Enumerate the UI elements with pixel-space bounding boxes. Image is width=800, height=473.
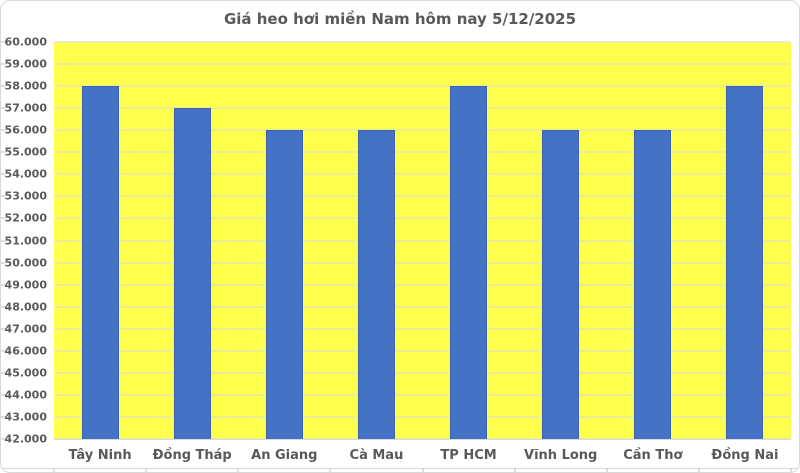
y-axis-tick-label: 50.000 (4, 256, 47, 270)
y-axis-tick-label: 47.000 (4, 322, 47, 336)
x-axis-category-label: Cà Mau (349, 448, 404, 463)
y-axis-tickmark (1, 306, 5, 308)
y-axis-tickmark (1, 217, 5, 219)
y-axis-tick-label: 53.000 (4, 189, 47, 203)
gridline (54, 217, 791, 219)
x-axis-tickmark (237, 468, 239, 472)
y-axis-tick-label: 42.000 (4, 432, 47, 446)
gridline (54, 240, 791, 241)
gridline (54, 85, 791, 87)
x-axis-category-label: TP HCM (440, 448, 497, 463)
gridline (54, 372, 791, 374)
gridline (54, 41, 791, 43)
gridline (54, 306, 791, 308)
gridline (54, 284, 791, 286)
x-axis-labels: Tây Ninh Đồng Tháp An Giang Cà Mau TP HCM Vĩn… (54, 446, 791, 466)
y-axis-tick-label: 51.000 (4, 234, 47, 247)
y-axis-tickmark (1, 85, 5, 87)
gridline (54, 416, 791, 418)
gridline (54, 63, 791, 65)
y-axis-tick-label: 52.000 (4, 211, 47, 225)
gridline (54, 350, 791, 352)
x-axis-tickmark (514, 468, 516, 472)
y-axis-tick-label: 59.000 (4, 57, 47, 71)
y-axis-tickmark (1, 394, 5, 396)
y-axis-tick-label: 48.000 (4, 300, 47, 314)
x-axis-line (1, 468, 799, 469)
x-axis-tickmark (329, 468, 331, 472)
y-axis-tickmark (1, 129, 5, 131)
gridline (54, 151, 791, 153)
bar (173, 108, 211, 439)
y-axis-tickmark (1, 328, 5, 330)
y-axis-tickmark (1, 240, 5, 241)
y-axis-tickmark (1, 284, 5, 286)
y-axis-tick-label: 45.000 (4, 366, 47, 380)
gridline (54, 107, 791, 109)
x-axis-category-label: Tây Ninh (68, 448, 132, 463)
y-axis-tick-label: 57.000 (4, 101, 47, 115)
gridline (54, 129, 791, 131)
gridline (54, 438, 791, 440)
bar (265, 130, 303, 439)
y-axis-tickmarks (1, 41, 5, 440)
y-axis-tickmark (1, 416, 5, 418)
x-axis-tickmark (606, 468, 608, 472)
y-axis-tick-label: 56.000 (4, 123, 47, 137)
chart-title: Giá heo hơi miền Nam hôm nay 5/12/2025 (223, 10, 577, 28)
x-axis-tickmarks (53, 468, 792, 472)
y-axis-tick-label: 60.000 (4, 35, 47, 49)
gridline (54, 173, 791, 175)
y-axis-tick-label: 54.000 (4, 167, 47, 181)
y-axis-tickmark (1, 195, 5, 197)
x-axis-tickmark (145, 468, 147, 472)
y-axis-tickmark (1, 151, 5, 153)
x-axis-category-label: Đồng Tháp (152, 448, 232, 463)
y-axis-labels: 60.000 59.000 58.000 57.000 56.000 55.000 54.0… (1, 36, 47, 446)
y-axis-tick-label: 44.000 (4, 388, 47, 402)
gridline (54, 195, 791, 197)
bar (634, 130, 672, 439)
bar (81, 86, 119, 439)
y-axis-tick-label: 55.000 (4, 145, 47, 159)
x-axis-category-label: Vĩnh Long (524, 448, 598, 463)
y-axis-tick-label: 58.000 (4, 79, 47, 93)
y-axis-tickmark (1, 63, 5, 65)
x-axis-category-label: Cần Thơ (623, 448, 683, 463)
y-axis-tickmark (1, 438, 5, 440)
x-axis-category-label: An Giang (251, 448, 318, 463)
gridline (54, 262, 791, 264)
bar (542, 130, 580, 439)
gridline (54, 394, 791, 396)
y-axis-tick-label: 43.000 (4, 410, 47, 424)
y-axis-tickmark (1, 107, 5, 109)
y-axis-tickmark (1, 350, 5, 352)
y-axis-tick-label: 46.000 (4, 344, 47, 358)
bar (450, 86, 488, 439)
x-axis-tickmark (698, 468, 700, 472)
y-axis-tickmark (1, 173, 5, 175)
x-axis-tickmark (790, 468, 792, 472)
y-axis-tickmark (1, 41, 5, 43)
y-axis-tickmark (1, 372, 5, 374)
gridline (54, 328, 791, 330)
bar (357, 130, 395, 439)
y-axis-tickmark (1, 262, 5, 264)
x-axis-tickmark (422, 468, 423, 472)
bar (726, 86, 764, 439)
x-axis-tickmark (53, 468, 55, 472)
plot-area (54, 41, 791, 440)
x-axis-category-label: Đồng Nai (711, 448, 779, 463)
y-axis-tick-label: 49.000 (4, 278, 47, 292)
